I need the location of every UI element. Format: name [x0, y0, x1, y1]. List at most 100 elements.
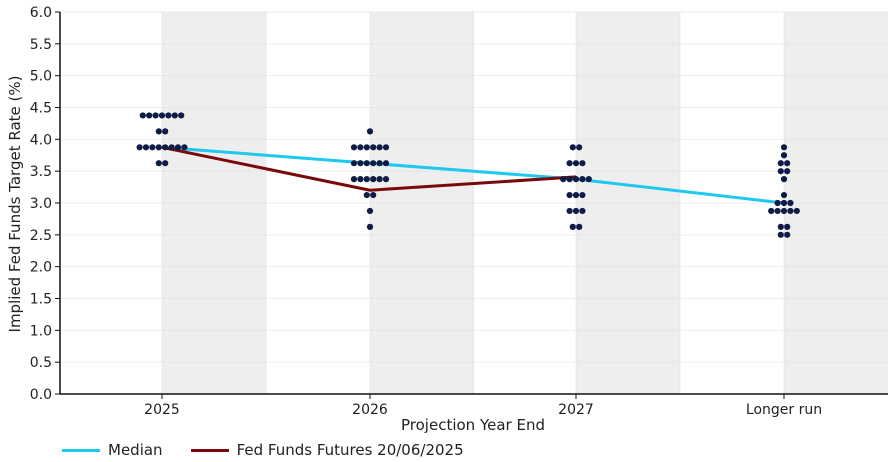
- dot-point: [780, 207, 788, 215]
- dot-point: [784, 160, 791, 167]
- legend-label-futures: Fed Funds Futures 20/06/2025: [236, 441, 464, 459]
- dot-point: [572, 191, 580, 199]
- axes: 0.0 0.5 1.0 1.5 2.0 2.5 3.0 3.5 4.0 4.5 5.0 5.5 6.0 2…: [30, 5, 888, 418]
- dot-point: [569, 223, 576, 230]
- dot-point: [566, 207, 573, 215]
- dot-point: [171, 112, 178, 119]
- dot-point: [777, 231, 784, 238]
- legend-label-median: Median: [108, 441, 163, 459]
- dot-point: [777, 223, 784, 230]
- dot-point: [357, 144, 364, 151]
- dot-point: [579, 176, 586, 183]
- dot-point: [155, 128, 162, 135]
- dot-point: [350, 160, 358, 167]
- legend-item-median: Median: [62, 441, 163, 459]
- dot-point: [784, 168, 791, 175]
- dot-point: [155, 144, 162, 151]
- dot-point: [376, 176, 383, 183]
- dot-point: [363, 144, 370, 151]
- series-line-median: [161, 145, 785, 205]
- dot-point: [566, 176, 573, 183]
- dot-point: [370, 176, 377, 183]
- dot-point: [146, 112, 153, 119]
- dot-point: [777, 160, 784, 167]
- dot-point: [139, 112, 146, 119]
- dot-point: [357, 176, 364, 183]
- dot-point: [382, 160, 390, 167]
- y-tick-label: 3.0: [30, 196, 52, 212]
- dots-layer: [136, 112, 800, 238]
- dot-point: [363, 191, 370, 199]
- dot-point: [162, 144, 169, 151]
- dot-point: [768, 207, 775, 215]
- dot-point: [572, 160, 580, 167]
- dot-point: [152, 112, 159, 119]
- dot-point: [774, 199, 781, 207]
- dot-point: [780, 176, 788, 183]
- dot-point: [162, 128, 169, 135]
- y-axis-title: Implied Fed Funds Target Rate (%): [6, 76, 24, 333]
- series-lines: [161, 145, 785, 205]
- dot-point: [350, 144, 358, 151]
- dot-point: [576, 223, 583, 230]
- x-tick-label: 2025: [144, 402, 180, 418]
- dot-point: [181, 144, 188, 151]
- y-tick-label: 4.5: [30, 101, 52, 117]
- legend: Median Fed Funds Futures 20/06/2025: [62, 441, 492, 459]
- dot-point: [784, 231, 791, 238]
- dot-point: [357, 160, 364, 167]
- legend-item-futures: Fed Funds Futures 20/06/2025: [190, 441, 464, 459]
- y-tick-label: 5.0: [30, 69, 52, 85]
- y-tick-label: 0.5: [30, 355, 52, 371]
- dot-point: [366, 207, 374, 215]
- y-tick-label: 6.0: [30, 5, 52, 21]
- dot-point: [566, 191, 573, 199]
- dot-point: [136, 144, 143, 151]
- dot-point: [780, 191, 788, 199]
- legend-swatch-median: [62, 448, 100, 452]
- dot-point: [787, 199, 794, 207]
- y-tick-label: 2.0: [30, 260, 52, 276]
- dot-point: [370, 160, 377, 167]
- dot-point: [376, 144, 383, 151]
- dot-point: [158, 112, 166, 119]
- dot-point: [585, 176, 592, 183]
- dot-point: [566, 160, 573, 167]
- y-tick-label: 2.5: [30, 228, 52, 244]
- dot-point: [366, 223, 374, 230]
- dot-point: [780, 144, 788, 151]
- y-tick-label: 1.0: [30, 323, 52, 339]
- dot-point: [579, 191, 586, 199]
- dot-point: [569, 144, 576, 151]
- x-axis-title: Projection Year End: [401, 416, 545, 434]
- dot-point: [579, 160, 586, 167]
- dot-point: [777, 168, 784, 175]
- dot-point: [793, 207, 800, 215]
- x-tick-label: 2027: [558, 402, 594, 418]
- dot-point: [142, 144, 150, 151]
- dot-point: [382, 144, 390, 151]
- dot-point: [787, 207, 794, 215]
- dot-point: [165, 112, 172, 119]
- legend-swatch-futures: [190, 448, 229, 452]
- dot-point: [780, 152, 788, 159]
- dot-point: [572, 207, 580, 215]
- dot-point: [370, 191, 377, 199]
- y-tick-label: 5.5: [30, 37, 52, 53]
- dot-point: [155, 160, 162, 167]
- dot-point: [168, 144, 175, 151]
- dot-point: [162, 160, 169, 167]
- y-tick-label: 4.0: [30, 132, 52, 148]
- dot-point: [350, 176, 358, 183]
- y-tick-label: 1.5: [30, 292, 52, 308]
- x-tick-label: Longer run: [746, 402, 822, 418]
- dot-point: [774, 207, 781, 215]
- dot-point: [382, 176, 390, 183]
- dot-point: [149, 144, 156, 151]
- dot-point: [370, 144, 377, 151]
- dot-point: [174, 144, 182, 151]
- dot-point: [363, 160, 370, 167]
- dot-point: [363, 176, 370, 183]
- x-tick-label: 2026: [352, 402, 388, 418]
